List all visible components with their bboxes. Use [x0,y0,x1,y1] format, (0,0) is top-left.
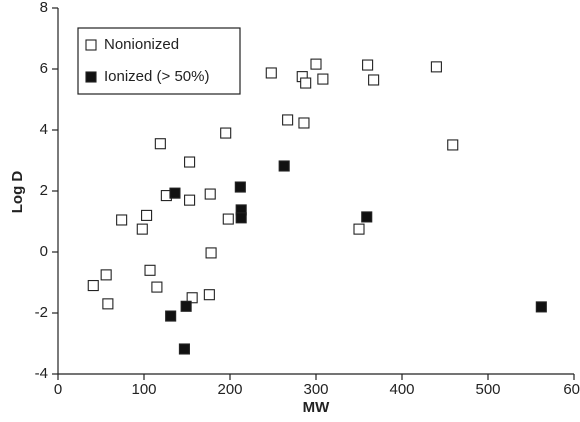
point [203,289,215,301]
point [278,160,290,172]
point [298,117,310,129]
x-axis-label: MW [303,399,330,416]
x-tick-label: 500 [475,381,500,398]
legend-label: Ionized (> 50%) [104,68,209,85]
legend-swatch [85,71,97,83]
point [144,264,156,276]
point [184,156,196,168]
y-tick-label: 2 [40,182,48,199]
y-tick-label: 6 [40,60,48,77]
point [300,77,312,89]
y-axis-label: Log D [9,171,26,214]
x-tick-label: 60 [563,381,580,398]
point [178,343,190,355]
y-tick-label: -4 [35,365,48,382]
point [353,223,365,235]
point [265,67,277,79]
point [235,212,247,224]
x-tick-label: 0 [54,381,62,398]
point [102,298,114,310]
point [368,74,380,86]
point [282,114,294,126]
y-tick-label: -2 [35,304,48,321]
y-tick-label: 8 [40,0,48,16]
point [151,281,163,293]
legend-swatch [85,39,97,51]
point [310,58,322,70]
x-tick-label: 100 [131,381,156,398]
point [154,138,166,150]
x-tick-label: 400 [389,381,414,398]
point [169,187,181,199]
y-tick-label: 0 [40,243,48,260]
legend-label: Nonionized [104,36,179,53]
point [116,214,128,226]
point [317,73,329,85]
point [234,181,246,193]
point [220,127,232,139]
point [447,139,459,151]
point [100,269,112,281]
y-tick-label: 4 [40,121,48,138]
point [361,211,373,223]
point [165,310,177,322]
point [204,188,216,200]
legend-box [77,27,241,95]
point [535,301,547,313]
point [222,213,234,225]
point [362,59,374,71]
point [141,209,153,221]
point [205,247,217,259]
point [180,300,192,312]
point [87,279,99,292]
x-tick-label: 200 [217,381,242,398]
point [136,223,148,235]
point [184,194,196,206]
point [430,61,442,73]
point [186,292,198,304]
x-tick-label: 300 [303,381,328,398]
